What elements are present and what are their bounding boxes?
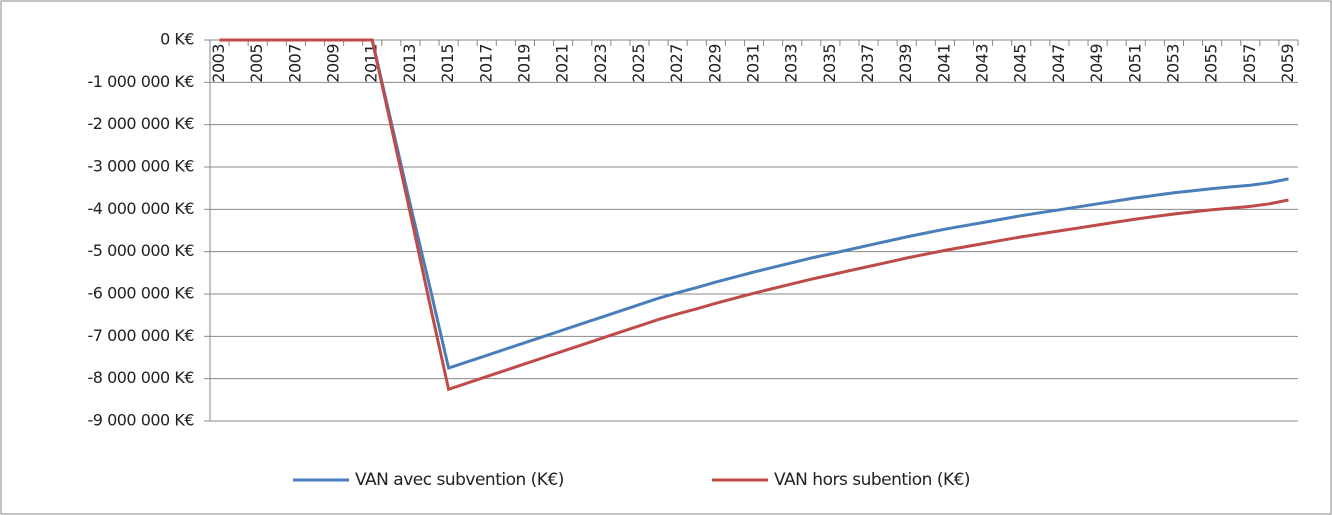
x-tick-label: 2053 <box>1163 44 1182 83</box>
x-tick-label: 2039 <box>896 44 915 83</box>
x-tick-label: 2015 <box>438 44 457 83</box>
y-tick-label: -8 000 000 K€ <box>88 368 195 387</box>
x-tick-label: 2037 <box>858 44 877 83</box>
legend-label: VAN avec subvention (K€) <box>355 470 564 490</box>
x-tick-label: 2017 <box>476 44 495 83</box>
y-tick-label: -2 000 000 K€ <box>88 114 195 133</box>
x-tick-label: 2031 <box>744 44 763 83</box>
legend-label: VAN hors subention (K€) <box>774 470 970 490</box>
y-tick-label: -6 000 000 K€ <box>88 284 195 303</box>
y-tick-label: -7 000 000 K€ <box>88 326 195 345</box>
x-tick-label: 2051 <box>1125 44 1144 83</box>
y-tick-label: -3 000 000 K€ <box>88 157 195 176</box>
x-tick-label: 2041 <box>934 44 953 83</box>
x-tick-label: 2005 <box>247 44 266 83</box>
x-tick-label: 2035 <box>820 44 839 83</box>
x-tick-label: 2059 <box>1278 44 1297 83</box>
series-line <box>219 38 1289 392</box>
y-tick-label: -9 000 000 K€ <box>88 411 195 430</box>
x-tick-label: 2013 <box>400 44 419 83</box>
y-tick-label: -5 000 000 K€ <box>88 241 195 260</box>
y-tick-label: 0 K€ <box>160 30 194 49</box>
x-tick-label: 2023 <box>591 44 610 83</box>
x-tick-label: 2033 <box>782 44 801 83</box>
y-tick-label: -1 000 000 K€ <box>88 72 195 91</box>
x-tick-label: 2055 <box>1202 44 1221 83</box>
x-tick-label: 2027 <box>667 44 686 83</box>
x-tick-label: 2045 <box>1011 44 1030 83</box>
x-tick-label: 2021 <box>553 44 572 83</box>
x-tick-label: 2029 <box>705 44 724 83</box>
y-tick-label: -4 000 000 K€ <box>88 199 195 218</box>
x-tick-label: 2019 <box>514 44 533 83</box>
x-tick-label: 2009 <box>324 44 343 83</box>
x-tick-label: 2049 <box>1087 44 1106 83</box>
x-tick-label: 2043 <box>973 44 992 83</box>
x-tick-label: 2007 <box>285 44 304 83</box>
x-tick-label: 2057 <box>1240 44 1259 83</box>
x-tick-label: 2025 <box>629 44 648 83</box>
x-tick-label: 2047 <box>1049 44 1068 83</box>
x-tick-label: 2003 <box>209 44 228 83</box>
